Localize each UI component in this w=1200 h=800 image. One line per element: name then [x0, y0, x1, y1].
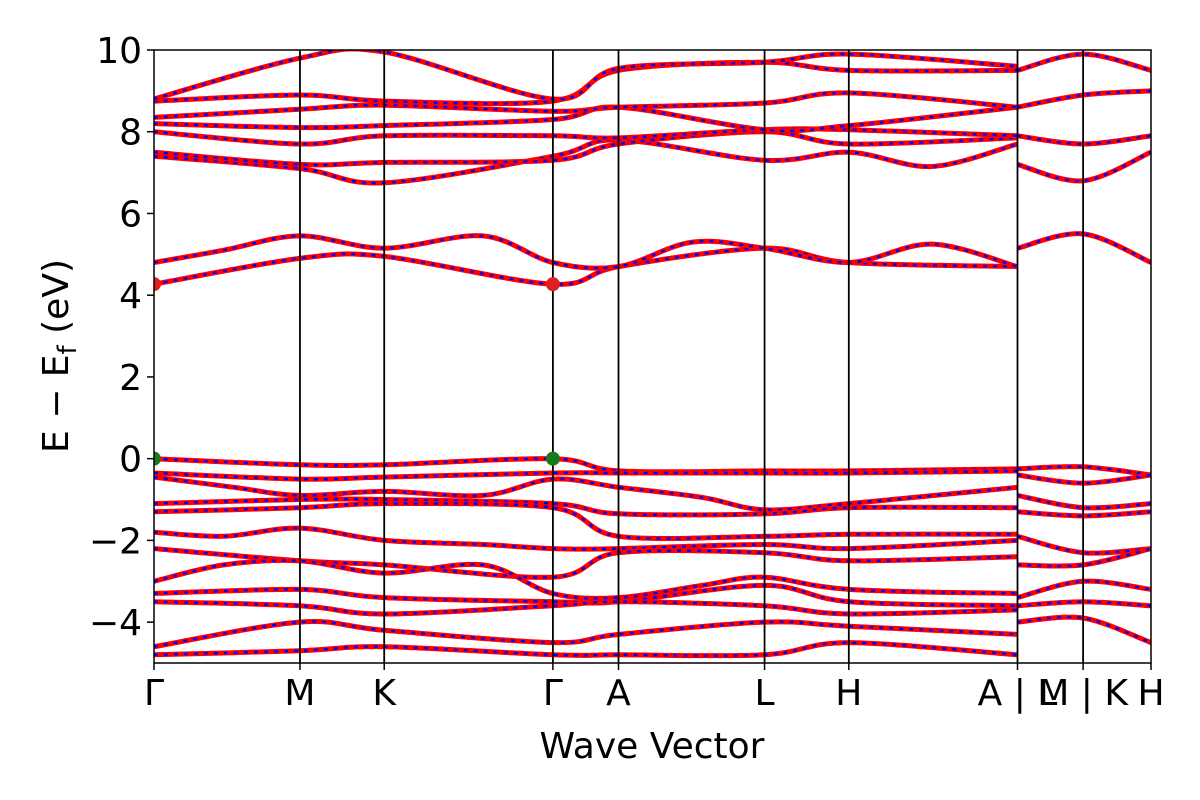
- band-2-spin-down: [154, 475, 1018, 512]
- extremum-marker-3: [545, 451, 560, 466]
- band-29-spin-down: [1017, 615, 1151, 644]
- markers-layer: [154, 277, 560, 466]
- y-tick-label-3: 2: [119, 358, 142, 399]
- y-axis-label-sub: f: [53, 344, 83, 354]
- band-20-spin-down: [154, 50, 1018, 101]
- plot-frame: [153, 49, 1152, 664]
- band-13-spin-down: [154, 234, 1018, 270]
- x-tick-label-0: Γ: [144, 673, 164, 714]
- x-tick-label-8: M | K: [1038, 673, 1129, 714]
- extremum-marker-1: [545, 277, 560, 292]
- x-tick-label-3: Γ: [543, 673, 563, 714]
- kpoint-lines: [299, 50, 1085, 663]
- band-10-spin-up: [154, 619, 1018, 650]
- y-tick-label-7: 10: [96, 31, 142, 72]
- x-tick-label-9: H: [1137, 673, 1164, 714]
- x-tick-label-5: L: [755, 673, 775, 714]
- y-tick-label-6: 8: [119, 113, 142, 154]
- y-tick-label-2: 0: [119, 440, 142, 481]
- y-tick-label-0: −4: [89, 603, 142, 644]
- x-tick-label-6: H: [835, 673, 862, 714]
- band-3-spin-down: [154, 497, 1018, 517]
- y-axis-label: E − Ef (eV): [36, 259, 83, 453]
- band-25-spin-down: [1017, 535, 1151, 555]
- band-5-spin-down: [154, 526, 1018, 551]
- band-27-spin-down: [1017, 579, 1151, 599]
- band-6-spin-down: [154, 547, 1018, 579]
- y-tick-label-4: 4: [119, 276, 142, 317]
- x-tick-label-2: K: [372, 673, 397, 714]
- extremum-marker-2: [154, 451, 161, 466]
- y-tick-label-1: −2: [89, 521, 142, 562]
- x-axis-label: Wave Vector: [540, 726, 765, 767]
- y-ticks: −4 −2 0 2 4 6 8 10: [89, 31, 154, 644]
- band-1-spin-down: [154, 469, 1018, 481]
- y-axis-label-main: E − E: [36, 354, 77, 453]
- y-axis-label-unit: (eV): [36, 259, 77, 345]
- x-tick-label-7: A | L: [978, 673, 1058, 714]
- y-tick-label-5: 6: [119, 194, 142, 235]
- band-34-spin-down: [1017, 52, 1151, 72]
- x-tick-label-4: A: [606, 673, 631, 714]
- extremum-marker-0: [154, 277, 161, 292]
- x-tick-label-1: M: [284, 673, 315, 714]
